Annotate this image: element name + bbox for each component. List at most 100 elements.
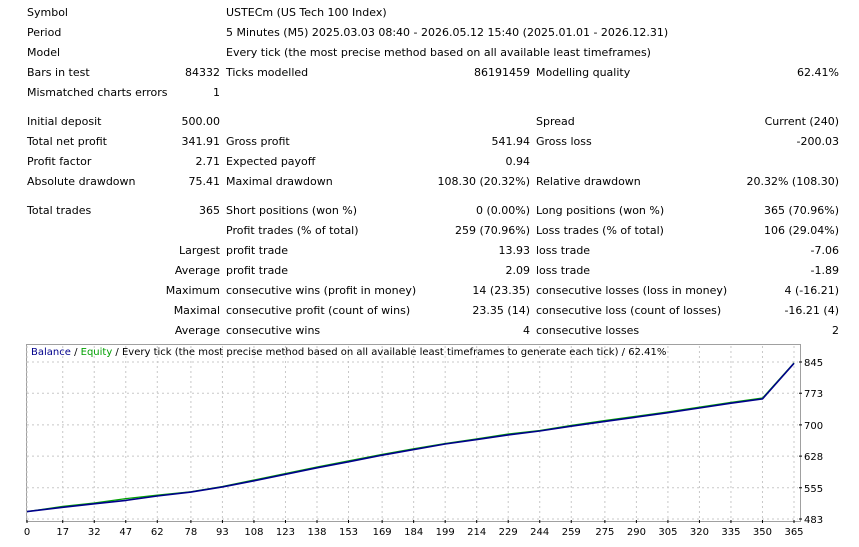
x-tick-label: 259 bbox=[562, 527, 581, 538]
total-net-profit-label: Total net profit bbox=[27, 135, 107, 148]
legend-rest: / Every tick (the most precise method ba… bbox=[112, 347, 667, 358]
average-loss-value: -1.89 bbox=[810, 264, 839, 277]
x-tick-label: 350 bbox=[753, 527, 772, 538]
legend-equity: Equity bbox=[80, 347, 113, 358]
short-positions-value: 0 (0.00%) bbox=[475, 204, 530, 217]
x-tick-label: 335 bbox=[721, 527, 740, 538]
maximal-drawdown-label: Maximal drawdown bbox=[226, 175, 333, 188]
x-tick-label: 214 bbox=[467, 527, 486, 538]
absolute-drawdown-value: 75.41 bbox=[188, 175, 221, 188]
average-consec-prefix: Average bbox=[174, 324, 220, 337]
legend-balance: Balance bbox=[31, 347, 71, 358]
model-label: Model bbox=[27, 46, 61, 59]
maximal-profit-label: consecutive profit (count of wins) bbox=[226, 304, 411, 317]
equity-line bbox=[26, 362, 795, 513]
y-tick-label: 483 bbox=[804, 515, 823, 526]
legend-sep: / bbox=[70, 347, 81, 358]
average-consec-wins-label: consecutive wins bbox=[226, 324, 321, 337]
loss-trades-label: Loss trades (% of total) bbox=[536, 224, 664, 237]
x-tick-label: 138 bbox=[307, 527, 326, 538]
ticks-value: 86191459 bbox=[474, 66, 530, 79]
average-consec-losses-label: consecutive losses bbox=[536, 324, 640, 337]
maximal-prefix: Maximal bbox=[173, 304, 220, 317]
x-tick-label: 153 bbox=[339, 527, 358, 538]
x-tick-label: 320 bbox=[690, 527, 709, 538]
spread-label: Spread bbox=[536, 115, 575, 128]
period-label: Period bbox=[27, 26, 62, 39]
relative-drawdown-value: 20.32% (108.30) bbox=[746, 175, 839, 188]
maximum-losses-value: 4 (-16.21) bbox=[784, 284, 839, 297]
x-tick-label: 199 bbox=[436, 527, 455, 538]
profit-trades-label: Profit trades (% of total) bbox=[226, 224, 359, 237]
largest-loss-label: loss trade bbox=[536, 244, 591, 257]
average-loss-label: loss trade bbox=[536, 264, 591, 277]
initial-deposit-label: Initial deposit bbox=[27, 115, 102, 128]
maximal-profit-value: 23.35 (14) bbox=[472, 304, 530, 317]
ticks-label: Ticks modelled bbox=[226, 66, 309, 79]
mismatched-label: Mismatched charts errors bbox=[27, 86, 168, 99]
maximum-wins-value: 14 (23.35) bbox=[472, 284, 530, 297]
x-tick-label: 169 bbox=[373, 527, 392, 538]
maximal-loss-label: consecutive loss (count of losses) bbox=[536, 304, 722, 317]
symbol-value: USTECm (US Tech 100 Index) bbox=[226, 6, 387, 19]
maximal-loss-value: -16.21 (4) bbox=[784, 304, 839, 317]
largest-profit-label: profit trade bbox=[226, 244, 289, 257]
loss-trades-value: 106 (29.04%) bbox=[763, 224, 839, 237]
mismatched-value: 1 bbox=[213, 86, 220, 99]
average-consec-wins-value: 4 bbox=[523, 324, 530, 337]
model-value: Every tick (the most precise method base… bbox=[226, 46, 651, 59]
x-tick-label: 305 bbox=[658, 527, 677, 538]
x-tick-label: 17 bbox=[56, 527, 69, 538]
x-tick-label: 78 bbox=[185, 527, 198, 538]
maximum-prefix: Maximum bbox=[165, 284, 220, 297]
x-tick-label: 32 bbox=[88, 527, 101, 538]
y-tick-label: 845 bbox=[804, 358, 823, 369]
x-tick-label: 123 bbox=[276, 527, 295, 538]
average-profit-value: 2.09 bbox=[505, 264, 531, 277]
gross-loss-label: Gross loss bbox=[536, 135, 592, 148]
x-tick-label: 290 bbox=[627, 527, 646, 538]
long-positions-value: 365 (70.96%) bbox=[763, 204, 839, 217]
profit-factor-value: 2.71 bbox=[195, 155, 221, 168]
relative-drawdown-label: Relative drawdown bbox=[536, 175, 641, 188]
y-tick-label: 700 bbox=[804, 421, 823, 432]
x-tick-label: 62 bbox=[151, 527, 164, 538]
total-net-profit-value: 341.91 bbox=[181, 135, 221, 148]
y-tick-label: 628 bbox=[804, 452, 823, 463]
quality-label: Modelling quality bbox=[536, 66, 631, 79]
x-tick-label: 0 bbox=[24, 527, 30, 538]
initial-deposit-value: 500.00 bbox=[181, 115, 221, 128]
average-profit-label: profit trade bbox=[226, 264, 289, 277]
total-trades-value: 365 bbox=[199, 204, 220, 217]
y-tick-label: 555 bbox=[804, 484, 823, 495]
maximum-wins-label: consecutive wins (profit in money) bbox=[226, 284, 417, 297]
largest-prefix: Largest bbox=[179, 244, 220, 257]
average-prefix: Average bbox=[174, 264, 220, 277]
y-tick-label: 773 bbox=[804, 389, 823, 400]
x-tick-label: 47 bbox=[119, 527, 132, 538]
x-tick-label: 229 bbox=[499, 527, 518, 538]
profit-trades-value: 259 (70.96%) bbox=[454, 224, 530, 237]
average-consec-losses-value: 2 bbox=[832, 324, 839, 337]
x-tick-label: 108 bbox=[244, 527, 263, 538]
chart-legend: Balance / Equity / Every tick (the most … bbox=[31, 347, 666, 359]
long-positions-label: Long positions (won %) bbox=[536, 204, 665, 217]
period-value: 5 Minutes (M5) 2025.03.03 08:40 - 2026.0… bbox=[226, 26, 669, 39]
bars-value: 84332 bbox=[185, 66, 220, 79]
profit-factor-label: Profit factor bbox=[27, 155, 92, 168]
x-tick-label: 275 bbox=[595, 527, 614, 538]
gross-profit-label: Gross profit bbox=[226, 135, 290, 148]
spread-value: Current (240) bbox=[764, 115, 839, 128]
maximal-drawdown-value: 108.30 (20.32%) bbox=[437, 175, 530, 188]
balance-line bbox=[26, 362, 795, 513]
total-trades-label: Total trades bbox=[27, 204, 92, 217]
bars-label: Bars in test bbox=[27, 66, 90, 79]
quality-value: 62.41% bbox=[797, 66, 839, 79]
gross-profit-value: 541.94 bbox=[491, 135, 531, 148]
gross-loss-value: -200.03 bbox=[796, 135, 839, 148]
x-tick-label: 365 bbox=[784, 527, 803, 538]
largest-loss-value: -7.06 bbox=[810, 244, 839, 257]
symbol-label: Symbol bbox=[27, 6, 68, 19]
expected-payoff-label: Expected payoff bbox=[226, 155, 316, 168]
